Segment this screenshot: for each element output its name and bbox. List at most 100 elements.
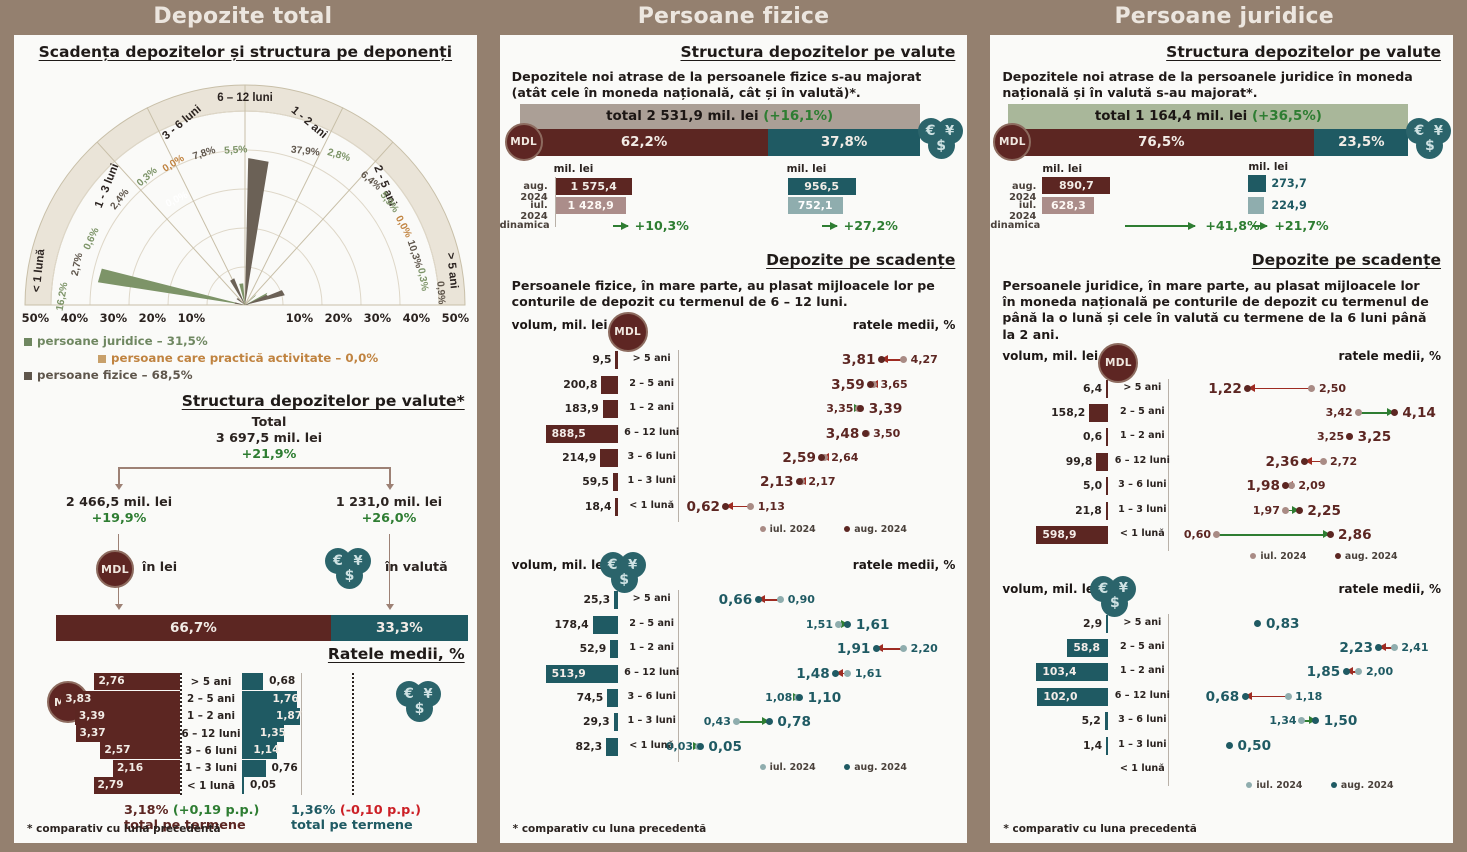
dumbbell-arrow-icon	[835, 668, 843, 677]
dot-cur	[818, 454, 826, 462]
fx-total-delta: (-0,10 p.p.)	[339, 803, 421, 819]
total-bar-juridice: total 1 164,4 mil. lei (+36,5%)	[1008, 104, 1409, 130]
svg-text:0,6%: 0,6%	[82, 226, 102, 252]
dot-prev	[844, 669, 852, 677]
dot-cur	[857, 405, 865, 413]
maturity-row: 5,0 3 – 6 luni 2,09 1,98	[990, 474, 1453, 498]
svg-text:0,0%: 0,0%	[164, 190, 190, 210]
volume-value: 1,4	[1083, 738, 1103, 752]
volume-value: 2,9	[1083, 616, 1103, 630]
rate-row: 3,37 6 – 12 luni 1,35	[14, 725, 477, 743]
bar-shape	[1106, 736, 1109, 755]
fx-coin-icon: € ¥ $	[396, 681, 446, 725]
bar-shape	[94, 673, 180, 691]
maturity-divider	[1168, 378, 1170, 551]
rate-bar-fx: 1,35	[242, 725, 362, 743]
dumbbell: 2,41 2,23	[990, 636, 1453, 660]
volume-value: 6,4	[1083, 381, 1103, 395]
legend-label-prev: iul. 2024	[1260, 550, 1307, 562]
rate-cur-value: 3,48	[825, 425, 860, 442]
volume-value: 21,8	[1075, 503, 1102, 517]
dumbbell: 2,17 2,13	[500, 470, 968, 494]
dumbbell: 2,09 1,98	[990, 474, 1453, 498]
tree-total-node: Total 3 697,5 mil. lei +21,9%	[199, 414, 339, 462]
dumbbell: 1,18 0,68	[990, 685, 1453, 709]
rate-cur-value: 3,59	[831, 376, 865, 393]
maturity-row: 29,3 1 – 3 luni 0,43 0,78	[500, 710, 968, 734]
maturity-term-label: 2 – 5 ani	[1119, 641, 1165, 653]
bar-shape	[242, 777, 244, 795]
legend-dot-cur-icon	[1330, 781, 1337, 788]
dumbbell-line	[1216, 534, 1331, 536]
rate-cur-value: 2,86	[1338, 527, 1372, 544]
baseline-mdl	[554, 177, 556, 228]
rate-prev-value: 4,27	[910, 353, 938, 367]
dumbbell: 0,90 0,66	[500, 588, 968, 612]
dot-prev	[747, 502, 755, 510]
total-bar-text: total 1 164,4 mil. lei	[1094, 109, 1248, 125]
rate-value-mdl: 2,16	[117, 761, 144, 774]
axis-tick: 20%	[138, 310, 167, 325]
dumbbell: 0,50	[990, 734, 1453, 758]
rate-row: 3,83 2 – 5 ani 1,76	[14, 690, 477, 708]
volume-bar: 183,9	[500, 400, 678, 419]
volume-bar: 18,4	[500, 497, 678, 516]
dumbbell-arrow-icon	[876, 644, 884, 653]
maturity-intro-juridice: Persoanele juridice, în mare parte, au p…	[1002, 278, 1429, 342]
rate-row: 3,39 1 – 2 ani 1,87	[14, 707, 477, 725]
bar-fx-iul-shape	[1248, 197, 1265, 215]
dumbbell: 2,00 1,85	[990, 660, 1453, 684]
rate-value-fx: 1,76	[272, 692, 299, 705]
dumbbell: 0,43 0,78	[500, 710, 968, 734]
volume-value: 82,3	[575, 739, 603, 753]
dot-cur	[795, 478, 803, 486]
dot-prev	[1287, 482, 1295, 490]
dumbbell-legend-mdl: iul. 2024 aug. 2024	[759, 524, 907, 535]
rate-term-label: 1 – 3 luni	[185, 762, 237, 775]
bar-shape	[602, 400, 618, 419]
maturity-term-label: 1 – 3 luni	[1118, 503, 1167, 515]
volume-value: 183,9	[564, 402, 599, 416]
bar-shape	[93, 777, 180, 795]
maturity-row: 18,4 < 1 lună 1,13 0,62	[500, 495, 968, 519]
rate-cur-value: 0,68	[1205, 688, 1240, 705]
tree-mdl-value: 2 466,5 mil. lei	[65, 494, 173, 510]
dumbbell-line	[881, 359, 904, 362]
axis-tick: 10%	[285, 310, 314, 325]
dumbbell: 0,60 2,86	[990, 523, 1453, 547]
maturity-divider	[677, 590, 679, 763]
volume-bar: 9,5	[500, 351, 678, 370]
split-bar-total: 66,7% 33,3%	[56, 615, 468, 642]
rate-value-fx: 0,76	[271, 761, 298, 774]
rate-term-label: 6 – 12 luni	[181, 727, 241, 740]
rate-prev-value: 1,34	[1269, 714, 1297, 728]
rate-term-label: > 5 ani	[190, 675, 232, 688]
dot-prev	[1355, 668, 1363, 676]
legend-label: persoane care practică activitate – 0,0%	[111, 351, 379, 366]
dumbbell	[990, 758, 1453, 782]
fx-coin-icon: € ¥ $	[917, 118, 968, 162]
rate-prev-value: 0,03	[665, 739, 694, 753]
rate-prev-value: 3,65	[880, 377, 908, 391]
row-label-dinamica: dinamica	[990, 220, 1041, 232]
legend-item-fizice: persoane fizice – 68,5%	[24, 367, 193, 384]
rate-cur-value: 1,85	[1306, 664, 1341, 681]
legend-dot-prev-icon	[1250, 552, 1257, 559]
svg-text:0,0%: 0,0%	[161, 153, 187, 175]
fx-coin-icon: € ¥ $	[1090, 575, 1142, 620]
dynamic-value-fx: +21,7%	[1274, 218, 1329, 234]
dumbbell-arrow-icon	[1378, 643, 1386, 652]
dumbbell-line	[1304, 460, 1323, 463]
axis-tick: 50%	[21, 310, 50, 325]
maturity-row: 513,9 6 – 12 luni 1,61 1,48	[500, 662, 968, 686]
dumbbell: 1,08 1,10	[500, 686, 968, 710]
maturity-fx-juridice: volum, mil. lei ratele medii, % € ¥ $ 2,…	[990, 574, 1453, 791]
volume-bar: 513,9	[500, 664, 678, 683]
row-label-dinamica: dinamica	[499, 220, 550, 232]
svg-text:10,3%: 10,3%	[405, 239, 424, 270]
volume-bar: 158,2	[990, 404, 1168, 423]
svg-text:2,8%: 2,8%	[326, 147, 351, 164]
axis-tick: 20%	[324, 310, 353, 325]
rates-header: ratele medii, %	[1338, 348, 1442, 363]
dot-cur	[1225, 741, 1233, 749]
